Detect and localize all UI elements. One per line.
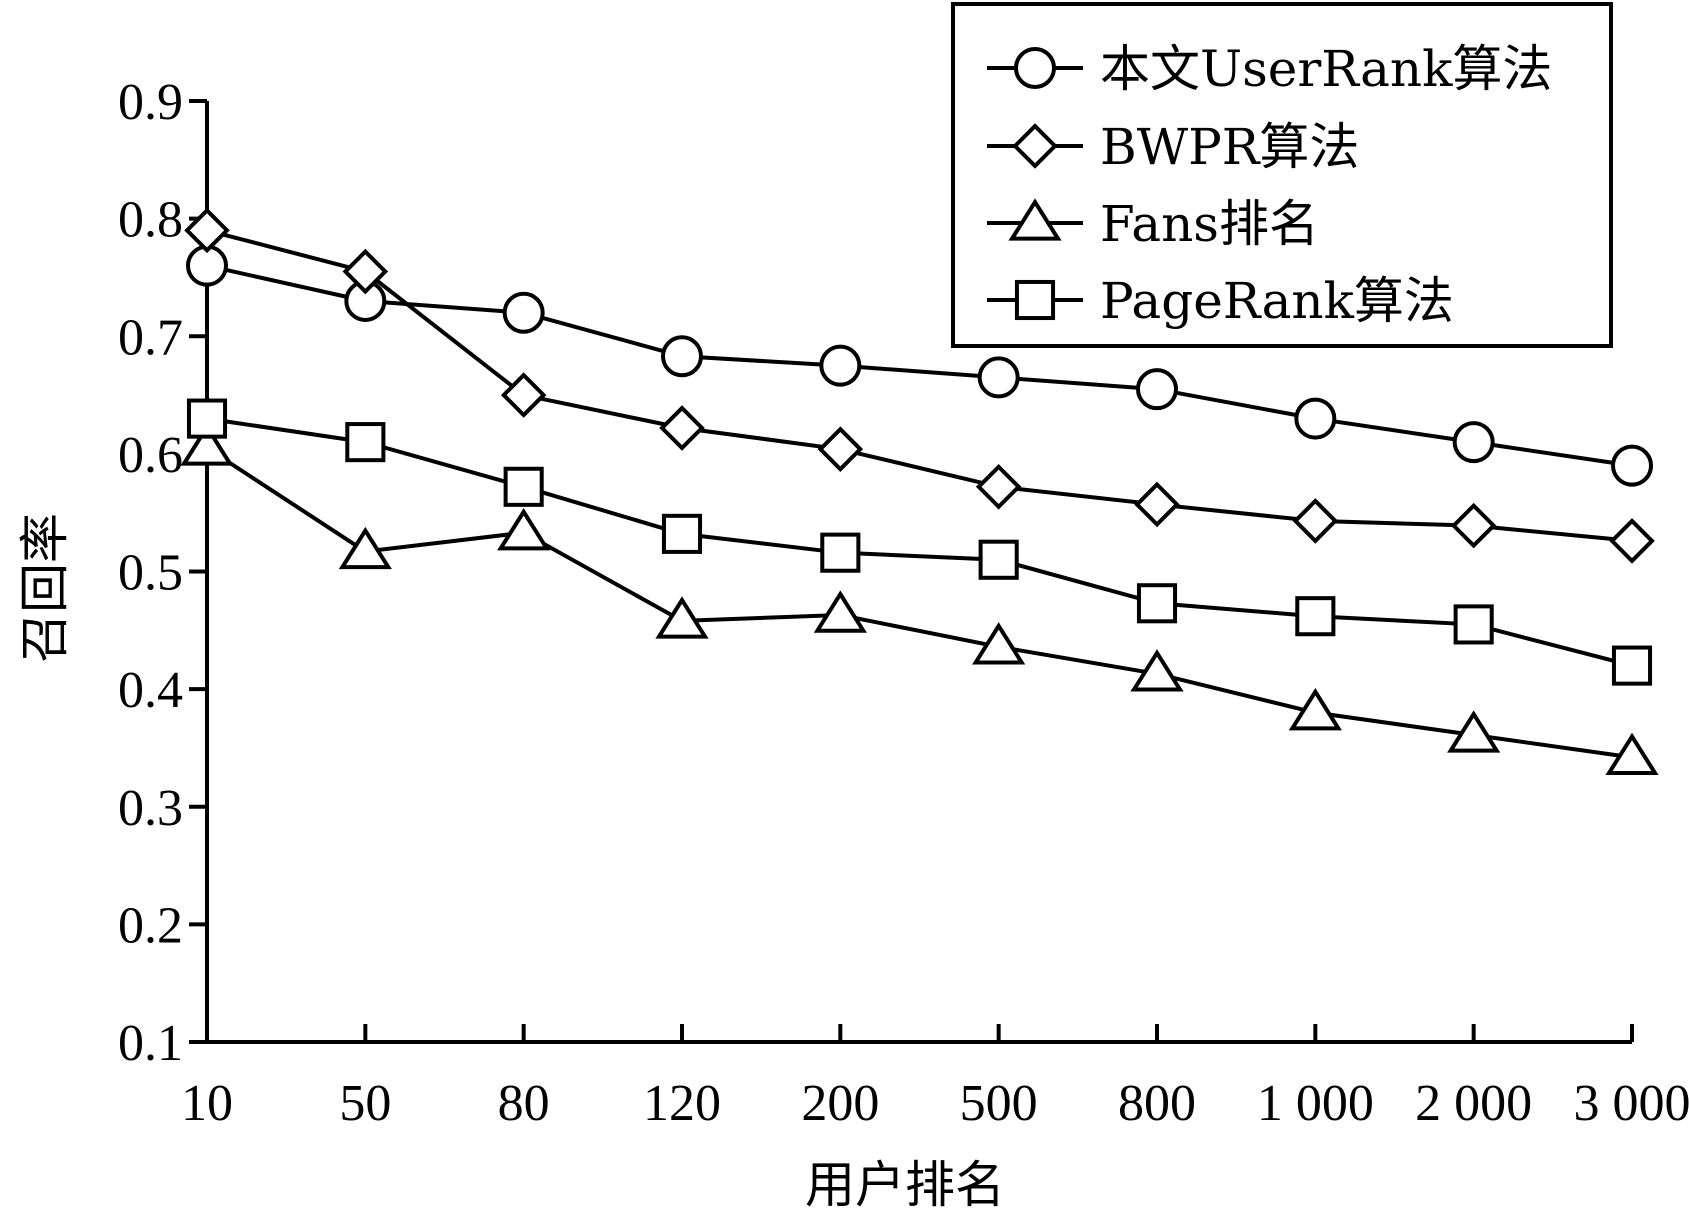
- x-tick-label: 200: [801, 1075, 879, 1132]
- square-marker: [1611, 645, 1653, 686]
- diamond-marker: [659, 405, 705, 451]
- triangle-marker: [1605, 732, 1659, 776]
- y-tick-label: 0.6: [118, 427, 183, 484]
- diamond-marker: [975, 464, 1022, 510]
- triangle-marker: [1008, 198, 1062, 241]
- x-tick-label: 2 000: [1415, 1075, 1532, 1132]
- square-marker: [1014, 279, 1056, 321]
- y-tick-label: 0.7: [118, 309, 183, 366]
- circle-marker: [1136, 368, 1178, 411]
- diamond-marker: [500, 372, 547, 418]
- circle-marker: [502, 291, 545, 334]
- series-line: [205, 446, 1633, 760]
- series-square: [186, 398, 1653, 686]
- diamond-marker: [817, 426, 864, 472]
- circle-marker: [1294, 397, 1337, 440]
- y-tick-label: 0.8: [118, 192, 183, 249]
- series-line: [206, 263, 1633, 468]
- series-group: [180, 207, 1659, 776]
- y-tick-label: 0.1: [118, 1015, 183, 1072]
- triangle-marker: [655, 596, 709, 639]
- square-marker: [1295, 596, 1336, 637]
- legend-item: 本文UserRank算法: [987, 40, 1552, 98]
- diamond-marker: [184, 207, 230, 254]
- circle-marker: [1611, 444, 1653, 487]
- triangle-marker: [1130, 649, 1184, 692]
- legend-label: PageRank算法: [1100, 272, 1454, 330]
- diamond-marker: [1450, 502, 1497, 549]
- x-axis-ticks: 10 50 80 120 200 500 800 1 000 2 000 3 000: [181, 1024, 1689, 1132]
- square-marker: [978, 539, 1019, 580]
- series-line: [206, 416, 1633, 668]
- series-triangle: [180, 423, 1659, 776]
- diamond-marker: [1134, 481, 1180, 528]
- triangle-marker: [972, 622, 1026, 665]
- y-tick-label: 0.4: [118, 662, 183, 719]
- legend-item: PageRank算法: [987, 272, 1454, 330]
- legend-frame: [951, 2, 1613, 348]
- x-tick-label: 1 000: [1257, 1075, 1374, 1132]
- square-marker: [820, 532, 861, 573]
- triangle-marker: [1288, 687, 1342, 731]
- square-marker: [345, 422, 386, 463]
- circle-marker: [977, 356, 1020, 399]
- legend: 本文UserRank算法 BWPR算法 Fans排名 PageRank算法: [951, 2, 1613, 348]
- x-tick-label: 50: [339, 1075, 391, 1132]
- circle-marker: [1452, 421, 1495, 464]
- circle-marker: [1014, 47, 1056, 89]
- y-tick-label: 0.9: [118, 74, 183, 131]
- circle-marker: [819, 344, 862, 387]
- diamond-marker: [342, 248, 389, 295]
- x-tick-label: 120: [643, 1075, 721, 1132]
- square-marker: [661, 513, 703, 554]
- legend-item: BWPR算法: [987, 118, 1359, 176]
- legend-label: BWPR算法: [1100, 118, 1359, 176]
- triangle-marker: [338, 526, 392, 570]
- square-marker: [186, 398, 228, 439]
- diamond-marker: [1012, 123, 1058, 169]
- y-tick-label: 0.3: [118, 780, 183, 837]
- legend-label: 本文UserRank算法: [1100, 40, 1552, 98]
- x-tick-label: 80: [498, 1075, 550, 1132]
- triangle-marker: [813, 590, 867, 633]
- triangle-marker: [1447, 710, 1501, 753]
- x-tick-label: 800: [1118, 1075, 1196, 1132]
- y-axis-title: 召回率: [16, 513, 74, 663]
- triangle-marker: [497, 508, 551, 551]
- x-tick-label: 3 000: [1574, 1075, 1689, 1132]
- triangle-marker: [180, 423, 234, 466]
- legend-item: Fans排名: [987, 195, 1319, 253]
- square-marker: [1136, 583, 1178, 624]
- series-circle: [186, 244, 1653, 487]
- square-marker: [1453, 604, 1494, 645]
- diamond-marker: [1292, 498, 1339, 544]
- x-tick-label: 500: [960, 1075, 1038, 1132]
- series-line: [206, 228, 1633, 543]
- y-tick-label: 0.5: [118, 545, 183, 602]
- x-tick-label: 10: [181, 1075, 233, 1132]
- legend-label: Fans排名: [1100, 195, 1319, 253]
- diamond-marker: [1609, 518, 1655, 564]
- square-marker: [503, 466, 544, 507]
- x-axis-title: 用户排名: [805, 1156, 1005, 1214]
- y-tick-label: 0.2: [118, 897, 183, 954]
- series-diamond: [184, 207, 1655, 564]
- circle-marker: [661, 335, 703, 378]
